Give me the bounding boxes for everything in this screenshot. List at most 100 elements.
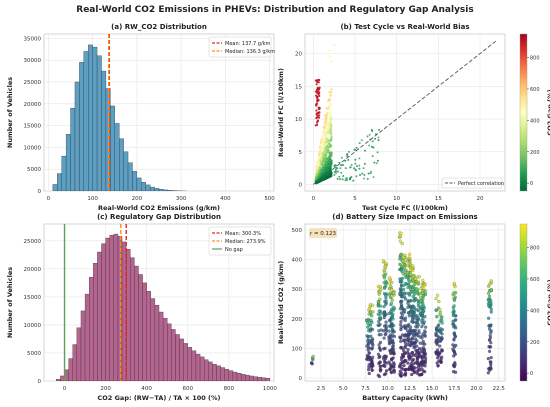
scatter-point bbox=[316, 96, 318, 98]
histogram-bar bbox=[138, 274, 142, 381]
scatter-point bbox=[454, 335, 457, 338]
y-tick-label: 25000 bbox=[24, 80, 42, 86]
x-axis-label: CO2 Gap: (RW−TA) / TA × 100 (%) bbox=[98, 394, 221, 402]
scatter-point bbox=[487, 304, 490, 307]
scatter-point bbox=[366, 334, 369, 337]
scatter-point bbox=[379, 316, 382, 319]
scatter-point bbox=[452, 364, 455, 367]
scatter-point bbox=[326, 169, 328, 171]
scatter-point bbox=[488, 339, 491, 342]
histogram-bar bbox=[106, 238, 110, 381]
scatter-point bbox=[324, 122, 326, 124]
y-tick-label: 10000 bbox=[24, 145, 42, 151]
scatter-point bbox=[400, 300, 403, 303]
scatter-point bbox=[435, 297, 438, 300]
scatter-point bbox=[437, 300, 440, 303]
colorbar-tick-label: 200 bbox=[530, 340, 540, 346]
x-tick-label: 10 bbox=[393, 196, 400, 202]
scatter-point bbox=[384, 332, 387, 335]
scatter-point bbox=[356, 147, 358, 149]
y-tick-label: 5000 bbox=[27, 351, 41, 357]
scatter-point bbox=[413, 293, 416, 296]
scatter-point bbox=[383, 269, 386, 272]
scatter-point bbox=[454, 326, 457, 329]
scatter-point bbox=[391, 327, 394, 330]
scatter-point bbox=[415, 352, 418, 355]
scatter-point bbox=[398, 263, 401, 266]
histogram-bar bbox=[262, 378, 266, 381]
scatter-point bbox=[409, 260, 412, 263]
scatter-point bbox=[388, 342, 391, 345]
x-tick-label: 200 bbox=[100, 386, 111, 392]
scatter-point bbox=[410, 299, 413, 302]
scatter-point bbox=[315, 117, 317, 119]
x-tick-label: 5 bbox=[353, 196, 357, 202]
scatter-point bbox=[390, 295, 393, 298]
scatter-point bbox=[391, 313, 394, 316]
scatter-point bbox=[317, 115, 319, 117]
scatter-point bbox=[409, 331, 412, 334]
scatter-point bbox=[404, 274, 407, 277]
histogram-bar bbox=[155, 188, 159, 191]
histogram-bar bbox=[212, 364, 216, 381]
scatter-point bbox=[388, 330, 391, 333]
scatter-point bbox=[369, 134, 371, 136]
scatter-point bbox=[487, 357, 490, 360]
y-tick-label: 15 bbox=[295, 84, 302, 90]
scatter-point bbox=[330, 124, 332, 126]
y-axis-label: Real-World FC (l/100km) bbox=[277, 68, 285, 157]
scatter-point bbox=[388, 276, 391, 279]
scatter-point bbox=[434, 351, 437, 354]
scatter-point bbox=[363, 167, 365, 169]
scatter-point bbox=[436, 294, 439, 297]
histogram-bar bbox=[258, 377, 262, 381]
correlation-annotation: r = 0.123 bbox=[309, 228, 337, 238]
scatter-point bbox=[366, 354, 369, 357]
scatter-point bbox=[435, 308, 438, 311]
scatter-point bbox=[369, 311, 372, 314]
x-tick-label: 0 bbox=[312, 196, 316, 202]
y-tick-label: 20 bbox=[295, 52, 302, 58]
scatter-point bbox=[453, 282, 456, 285]
scatter-point bbox=[388, 282, 391, 285]
scatter-point bbox=[415, 322, 418, 325]
scatter-point bbox=[324, 164, 326, 166]
scatter-point bbox=[371, 369, 374, 372]
scatter-point bbox=[403, 256, 406, 259]
scatter-point bbox=[327, 131, 329, 133]
histogram-bar bbox=[249, 376, 253, 381]
scatter-point bbox=[317, 166, 319, 168]
scatter-point bbox=[365, 357, 368, 360]
histogram-bar bbox=[97, 252, 101, 381]
scatter-point bbox=[454, 318, 457, 321]
scatter-point bbox=[377, 353, 380, 356]
x-tick-label: 200 bbox=[132, 196, 143, 202]
x-axis-label: Battery Capacity (kWh) bbox=[362, 394, 448, 402]
scatter-point bbox=[490, 279, 493, 282]
scatter-point bbox=[378, 310, 381, 313]
scatter-point bbox=[415, 333, 418, 336]
scatter-point bbox=[422, 332, 425, 335]
histogram-bar bbox=[66, 134, 70, 191]
scatter-point bbox=[403, 335, 406, 338]
scatter-point bbox=[422, 309, 425, 312]
scatter-point bbox=[342, 164, 344, 166]
scatter-point bbox=[392, 369, 395, 372]
scatter-point bbox=[374, 138, 376, 140]
scatter-point bbox=[422, 370, 425, 373]
scatter-point bbox=[324, 142, 326, 144]
scatter-point bbox=[325, 161, 327, 163]
scatter-point bbox=[385, 369, 388, 372]
scatter-point bbox=[346, 153, 348, 155]
scatter-point bbox=[409, 273, 412, 276]
scatter-point bbox=[490, 308, 493, 311]
scatter-point bbox=[407, 337, 410, 340]
histogram-bar bbox=[77, 328, 81, 381]
scatter-point bbox=[335, 165, 337, 167]
colorbar-tick-label: 200 bbox=[530, 150, 540, 156]
scatter-point bbox=[384, 303, 387, 306]
scatter-point bbox=[393, 352, 396, 355]
histogram-bar bbox=[56, 379, 60, 381]
